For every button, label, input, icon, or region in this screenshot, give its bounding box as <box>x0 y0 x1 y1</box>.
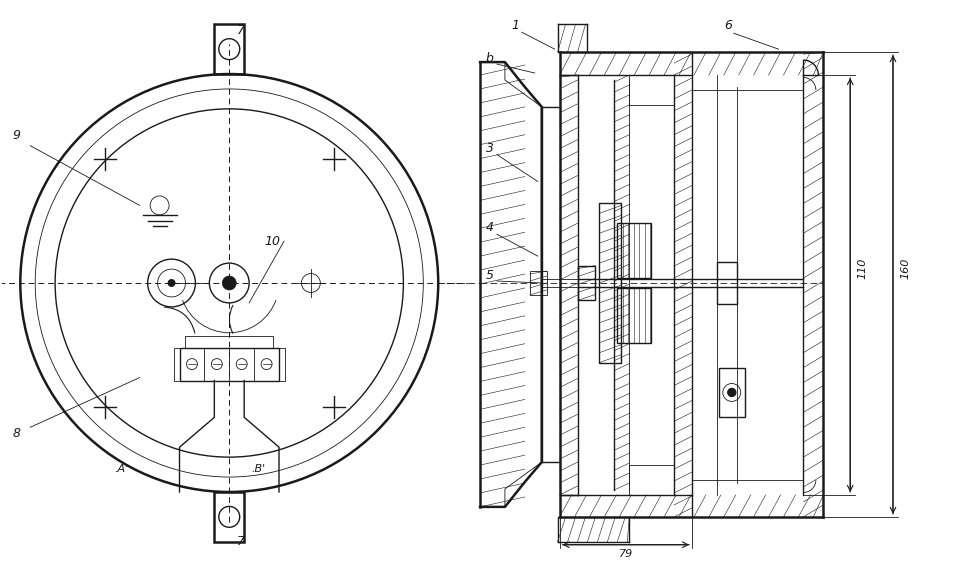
Bar <box>616 288 650 342</box>
Text: .A': .A' <box>114 464 129 474</box>
Text: 7: 7 <box>237 535 245 548</box>
Bar <box>185 336 272 348</box>
Bar <box>179 348 279 380</box>
Text: 6: 6 <box>723 19 731 32</box>
Bar <box>599 203 621 363</box>
Text: 110: 110 <box>857 258 866 279</box>
Text: 7: 7 <box>237 24 245 37</box>
Text: b: b <box>485 52 493 65</box>
Bar <box>577 265 595 301</box>
Text: 5: 5 <box>485 269 493 282</box>
Bar <box>279 348 285 380</box>
Bar <box>716 262 736 304</box>
Circle shape <box>168 279 175 287</box>
Bar <box>718 367 744 417</box>
Text: 160: 160 <box>899 258 909 279</box>
Bar <box>173 348 179 380</box>
Text: 79: 79 <box>618 548 633 559</box>
Text: 3: 3 <box>485 142 493 155</box>
Text: 4: 4 <box>485 221 493 234</box>
Text: 1: 1 <box>512 19 519 32</box>
Circle shape <box>727 388 735 396</box>
Text: 8: 8 <box>13 427 20 440</box>
Circle shape <box>222 276 236 290</box>
Bar <box>616 224 650 278</box>
Text: .B': .B' <box>251 464 265 474</box>
Text: 10: 10 <box>264 235 280 248</box>
Text: 9: 9 <box>13 128 20 142</box>
